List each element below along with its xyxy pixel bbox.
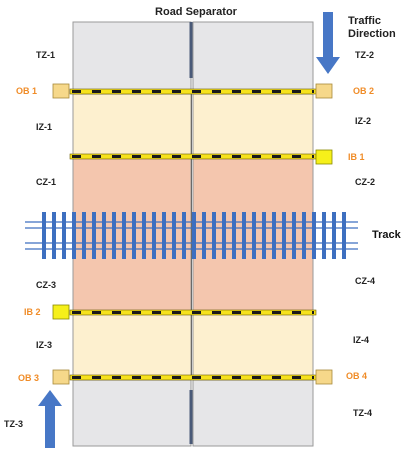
traffic-direction-label-line1: Traffic — [348, 15, 381, 27]
traffic-direction-arrow-up — [38, 390, 62, 448]
zone-label-iz2: IZ-2 — [355, 116, 371, 126]
zone-label-tz3: TZ-3 — [4, 419, 23, 429]
track-sleeper — [42, 212, 46, 259]
track-sleeper — [172, 212, 176, 259]
zone-label-iz4: IZ-4 — [353, 335, 369, 345]
track-sleeper — [232, 212, 236, 259]
road-separator-top — [190, 22, 193, 78]
traffic-direction-label-line2: Direction — [348, 28, 396, 40]
zone-label-iz3: IZ-3 — [36, 340, 52, 350]
inner-barrier-top — [70, 154, 316, 159]
iz-bottom-right — [193, 314, 313, 376]
track-sleeper — [282, 212, 286, 259]
track-sleeper — [122, 212, 126, 259]
track-sleeper — [112, 212, 116, 259]
track-sleeper — [102, 212, 106, 259]
zone-label-tz4: TZ-4 — [353, 408, 372, 418]
track-sleeper — [342, 212, 346, 259]
gate-label-ib1: IB 1 — [348, 152, 365, 162]
gate-label-ob1: OB 1 — [16, 86, 37, 96]
track-sleeper — [252, 212, 256, 259]
track-sleeper — [142, 212, 146, 259]
outer-barrier-bottom — [70, 375, 316, 380]
iz-top-right — [193, 94, 313, 156]
track-sleeper — [322, 212, 326, 259]
road-separator-bottom — [190, 390, 193, 444]
zone-label-cz2: CZ-2 — [355, 177, 375, 187]
track-sleeper — [192, 212, 196, 259]
track-sleeper — [152, 212, 156, 259]
track-sleeper — [302, 212, 306, 259]
zone-label-tz2: TZ-2 — [355, 50, 374, 60]
track-sleeper — [242, 212, 246, 259]
tz-bottom-right — [193, 380, 313, 446]
track-sleeper — [92, 212, 96, 259]
track-sleeper — [182, 212, 186, 259]
track-sleeper — [272, 212, 276, 259]
track-sleeper — [82, 212, 86, 259]
track-label: Track — [372, 229, 402, 241]
zone-label-cz3: CZ-3 — [36, 280, 56, 290]
gate-label-ob2: OB 2 — [353, 86, 374, 96]
road-separator-label: Road Separator — [155, 6, 238, 18]
gate-box-ib1 — [316, 150, 332, 164]
gate-box-ob3 — [53, 370, 69, 384]
tz-top-right — [193, 22, 313, 90]
tz-bottom-left — [73, 380, 191, 446]
track-sleeper — [162, 212, 166, 259]
gate-box-ib2 — [53, 305, 69, 319]
track-sleeper — [222, 212, 226, 259]
track-sleeper — [292, 212, 296, 259]
gate-box-ob1 — [53, 84, 69, 98]
track-sleeper — [52, 212, 56, 259]
track-sleeper — [72, 212, 76, 259]
gate-label-ib2: IB 2 — [24, 307, 41, 317]
track-sleeper — [202, 212, 206, 259]
zone-label-cz1: CZ-1 — [36, 177, 56, 187]
gate-label-ob3: OB 3 — [18, 373, 39, 383]
iz-bottom-left — [73, 314, 191, 376]
track-sleeper — [262, 212, 266, 259]
track-sleeper — [132, 212, 136, 259]
iz-top-left — [73, 94, 191, 156]
tz-top-left — [73, 22, 191, 90]
track-sleeper — [62, 212, 66, 259]
track-sleeper — [312, 212, 316, 259]
gate-box-ob2 — [316, 84, 332, 98]
track-sleeper — [332, 212, 336, 259]
track-sleeper — [212, 212, 216, 259]
outer-barrier-top — [70, 89, 316, 94]
zone-label-iz1: IZ-1 — [36, 122, 52, 132]
zone-label-cz4: CZ-4 — [355, 276, 375, 286]
gate-box-ob4 — [316, 370, 332, 384]
zone-label-tz1: TZ-1 — [36, 50, 55, 60]
gate-label-ob4: OB 4 — [346, 371, 367, 381]
inner-barrier-bottom — [70, 310, 316, 315]
traffic-direction-arrow-down — [316, 12, 340, 74]
